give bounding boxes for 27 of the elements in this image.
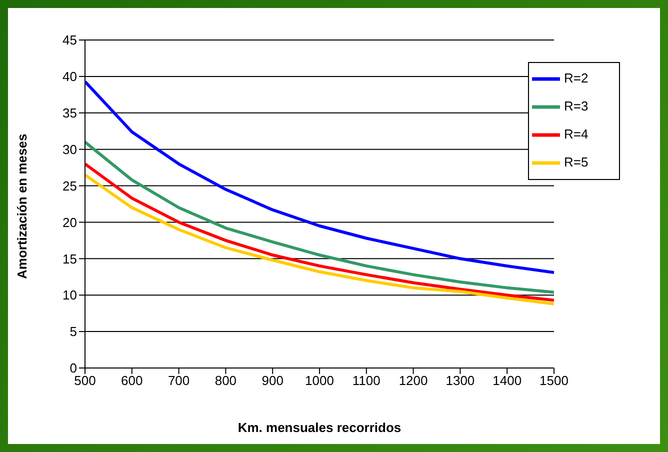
y-tick-label: 30 xyxy=(62,142,77,157)
legend-label: R=3 xyxy=(564,98,588,114)
x-tick-label: 700 xyxy=(168,373,190,388)
y-tick-label: 25 xyxy=(62,178,77,194)
legend-label: R=5 xyxy=(564,154,588,170)
y-tick-label: 15 xyxy=(62,251,77,266)
legend-label: R=4 xyxy=(564,126,588,142)
y-tick-label: 5 xyxy=(70,324,77,340)
x-tick-label: 1200 xyxy=(398,373,428,388)
x-tick-label: 800 xyxy=(214,373,237,388)
x-tick-label: 1100 xyxy=(352,373,380,388)
y-tick-label: 45 xyxy=(62,32,77,48)
y-tick-label: 10 xyxy=(62,288,77,303)
x-tick-label: 1400 xyxy=(492,373,522,388)
y-tick-label: 20 xyxy=(62,214,77,230)
x-tick-label: 900 xyxy=(262,373,284,388)
x-tick-label: 1000 xyxy=(305,373,334,388)
y-axis-title: Amortización en meses xyxy=(14,134,30,279)
y-tick-label: 0 xyxy=(70,360,77,376)
x-tick-label: 500 xyxy=(74,373,96,388)
legend-label: R=2 xyxy=(564,70,588,86)
y-tick-label: 40 xyxy=(62,69,77,84)
y-tick-label: 35 xyxy=(62,106,77,121)
x-axis-title: Km. mensuales recorridos xyxy=(238,420,402,435)
x-tick-label: 600 xyxy=(121,373,143,388)
x-tick-label: 1500 xyxy=(540,373,568,388)
x-tick-label: 1300 xyxy=(446,373,475,388)
